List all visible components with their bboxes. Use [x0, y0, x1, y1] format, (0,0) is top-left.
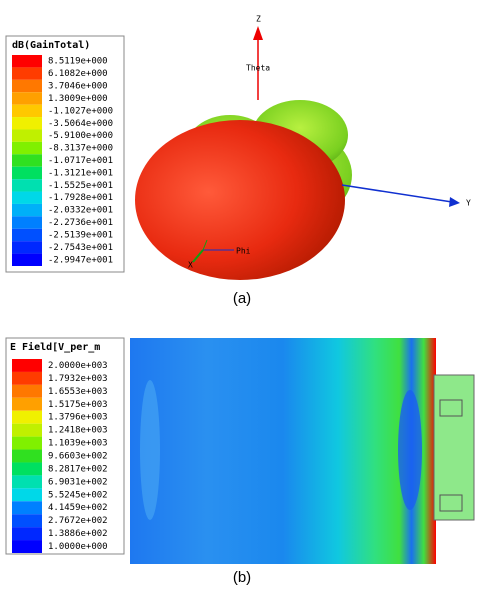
legend-swatch — [12, 141, 42, 155]
legend-label: 1.1039e+003 — [48, 439, 108, 449]
legend-swatch — [12, 166, 42, 180]
axis — [192, 249, 204, 263]
legend-swatch — [12, 384, 42, 398]
legend-label: -2.0332e+001 — [48, 206, 113, 216]
legend-label: 8.2817e+002 — [48, 464, 108, 474]
legend-swatch — [12, 475, 42, 489]
legend-label: 8.5119e+000 — [48, 57, 108, 67]
field-plot — [130, 338, 436, 564]
legend-label: 2.0000e+003 — [48, 361, 108, 371]
legend-label: -1.1027e+000 — [48, 106, 113, 116]
legend-swatch — [12, 436, 42, 450]
legend-label: 6.1082e+000 — [48, 69, 108, 79]
axis-label: Theta — [246, 64, 270, 73]
legend-label: 1.7932e+003 — [48, 374, 108, 384]
axis-label: Z — [256, 15, 261, 24]
legend-swatch — [12, 79, 42, 93]
legend-swatch — [12, 67, 42, 80]
axis-label: X — [188, 261, 193, 270]
legend-swatch — [12, 514, 42, 528]
feed — [439, 399, 463, 417]
legend-label: -1.0717e+001 — [48, 156, 113, 166]
legend-swatch — [12, 179, 42, 192]
axis-label: Phi — [236, 247, 251, 256]
legend-swatch — [12, 527, 42, 541]
legend-label: 1.2418e+003 — [48, 426, 108, 436]
legend-label: -5.9100e+000 — [48, 131, 113, 141]
legend-swatch — [12, 228, 42, 242]
caption: (b) — [233, 569, 251, 586]
legend-label: -3.5064e+000 — [48, 119, 113, 129]
legend-label: 2.7672e+002 — [48, 516, 108, 526]
legend-swatch — [12, 203, 42, 217]
legend-swatch — [12, 488, 42, 502]
legend-swatch — [12, 423, 42, 437]
axis-label: Y — [466, 199, 471, 208]
legend-swatch — [12, 462, 42, 476]
arrow — [253, 26, 263, 40]
legend-title: dB(GainTotal) — [12, 39, 90, 51]
legend-label: -1.3121e+001 — [48, 168, 113, 178]
legend-swatch — [12, 371, 42, 385]
field-band — [398, 390, 422, 510]
legend-label: 6.9031e+002 — [48, 477, 108, 487]
axis — [202, 239, 208, 251]
legend-swatch — [12, 241, 42, 254]
legend-label: 1.5175e+003 — [48, 400, 108, 410]
legend-swatch — [12, 501, 42, 515]
legend-label: 1.3886e+002 — [48, 529, 108, 539]
legend-swatch — [12, 129, 42, 142]
legend-swatch — [12, 397, 42, 411]
legend-swatch — [12, 216, 42, 229]
legend-swatch — [12, 359, 42, 372]
legend-label: 3.7046e+000 — [48, 82, 108, 92]
field-band — [140, 380, 160, 520]
axis — [341, 184, 453, 203]
legend-label: 5.5245e+002 — [48, 490, 108, 500]
legend-label: -8.3137e+000 — [48, 144, 113, 154]
board — [433, 374, 475, 521]
legend-label: 4.1459e+002 — [48, 503, 108, 513]
legend-swatch — [12, 117, 42, 130]
caption: (a) — [233, 290, 251, 307]
feed — [439, 494, 463, 512]
legend-label: -1.5525e+001 — [48, 181, 113, 191]
legend-swatch — [12, 540, 42, 553]
legend-swatch — [12, 253, 42, 266]
legend-label: 1.3009e+000 — [48, 94, 108, 104]
lobe — [135, 120, 345, 280]
legend-swatch — [12, 449, 42, 463]
arrow — [449, 197, 460, 207]
legend-label: -2.9947e+001 — [48, 255, 113, 265]
legend-label: 1.0000e+000 — [48, 542, 108, 552]
legend-label: 1.6553e+003 — [48, 387, 108, 397]
legend-title: E Field[V_per_m — [10, 341, 100, 353]
legend-swatch — [12, 410, 42, 424]
legend-label: 9.6603e+002 — [48, 452, 108, 462]
legend-swatch — [12, 104, 42, 118]
legend-label: -2.2736e+001 — [48, 218, 113, 228]
legend-label: -1.7928e+001 — [48, 193, 113, 203]
legend-label: -2.7543e+001 — [48, 243, 113, 253]
legend-label: -2.5139e+001 — [48, 230, 113, 240]
legend-swatch — [12, 55, 42, 68]
legend-swatch — [12, 92, 42, 105]
legend-label: 1.3796e+003 — [48, 413, 108, 423]
legend-swatch — [12, 191, 42, 204]
legend-swatch — [12, 154, 42, 167]
